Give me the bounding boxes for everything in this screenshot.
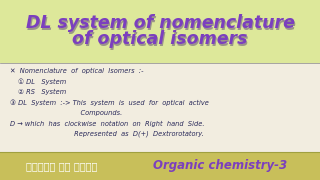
Text: आसानी से समझे: आसानी से समझे (26, 161, 98, 171)
Text: ② RS   System: ② RS System (18, 89, 66, 95)
Text: Organic chemistry-3: Organic chemistry-3 (153, 159, 287, 172)
Bar (0, 0, 320, 63)
Text: Represented  as  D(+)  Dextrorotatory.: Represented as D(+) Dextrorotatory. (55, 131, 204, 137)
Text: of optical isomers: of optical isomers (73, 31, 249, 50)
Text: D → which  has  clockwise  notation  on  Right  hand  Side.: D → which has clockwise notation on Righ… (10, 120, 204, 127)
Text: ① DL   System: ① DL System (18, 78, 66, 85)
Text: DL system of nomenclature: DL system of nomenclature (27, 15, 295, 33)
Text: ③ DL  System  :-> This  system  is  used  for  optical  active: ③ DL System :-> This system is used for … (10, 99, 209, 106)
Text: DL system of nomenclature: DL system of nomenclature (26, 15, 294, 33)
Text: Compounds.: Compounds. (55, 110, 122, 116)
Bar (0, 63, 320, 152)
Text: of optical isomers: of optical isomers (72, 30, 248, 48)
Text: ✕  Nomenclature  of  optical  Isomers  :-: ✕ Nomenclature of optical Isomers :- (10, 68, 143, 74)
Bar (0, 152, 320, 180)
